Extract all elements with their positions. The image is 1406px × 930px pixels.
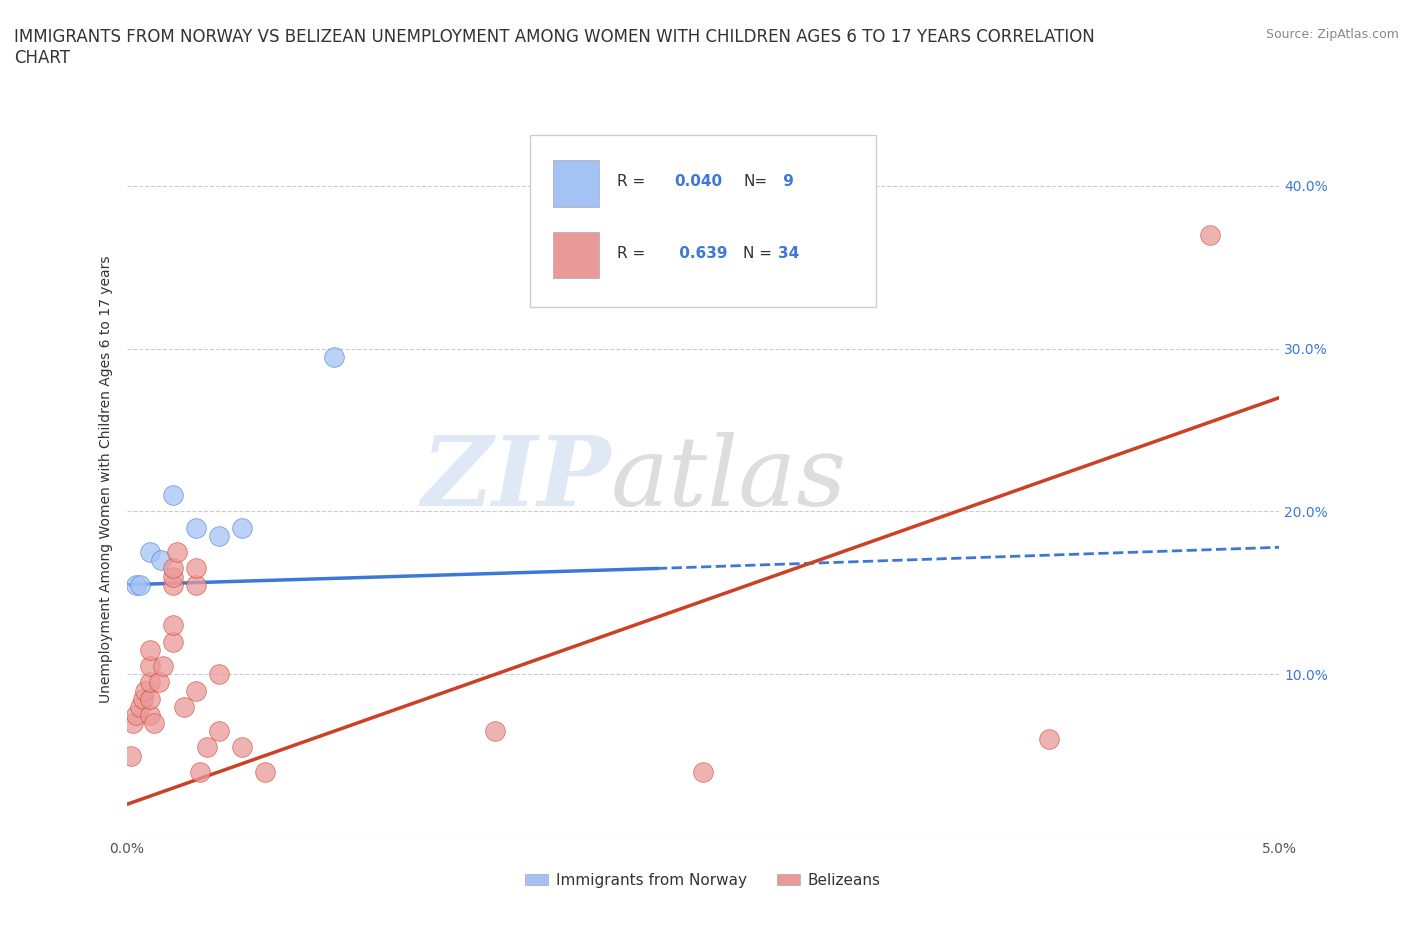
Point [129,699,152,714]
Point [143,716,166,731]
Point [138,675,160,690]
Text: 34: 34 [778,246,799,261]
Point [484,724,506,738]
Point [692,764,714,779]
Point [208,724,231,738]
Text: Source: ZipAtlas.com: Source: ZipAtlas.com [1265,28,1399,41]
Point [148,675,170,690]
Point [188,764,211,779]
Point [150,552,173,567]
Text: atlas: atlas [610,432,846,526]
Point [195,740,218,755]
Point [208,667,231,682]
Text: N =: N = [744,246,772,261]
Text: 0.040: 0.040 [675,174,723,190]
Point [184,578,207,592]
Point [162,618,184,633]
Point [134,683,156,698]
FancyBboxPatch shape [553,160,599,206]
Text: N=: N= [744,174,768,190]
Point [162,561,184,576]
Point [138,545,160,560]
Text: R =: R = [617,246,645,261]
Point [122,716,145,731]
Point [162,487,184,502]
Point [231,521,253,536]
Point [253,764,276,779]
Point [162,578,184,592]
Point [138,691,160,706]
Point [138,658,160,673]
Point [166,545,188,560]
Point [1199,227,1222,242]
Point [173,699,195,714]
Point [131,691,153,706]
Point [129,578,152,592]
Text: 9: 9 [778,174,794,190]
Point [125,708,148,723]
Point [162,569,184,584]
Point [125,578,148,592]
Point [138,708,160,723]
FancyBboxPatch shape [553,232,599,278]
Text: 0.639: 0.639 [675,246,728,261]
Point [1038,732,1060,747]
Point [138,643,160,658]
Point [231,740,253,755]
FancyBboxPatch shape [530,135,876,307]
Point [184,683,207,698]
Text: ZIP: ZIP [422,432,610,526]
Point [162,634,184,649]
Point [184,561,207,576]
Point [208,528,231,543]
Legend: Immigrants from Norway, Belizeans: Immigrants from Norway, Belizeans [519,867,887,894]
Text: IMMIGRANTS FROM NORWAY VS BELIZEAN UNEMPLOYMENT AMONG WOMEN WITH CHILDREN AGES 6: IMMIGRANTS FROM NORWAY VS BELIZEAN UNEMP… [14,28,1095,67]
Y-axis label: Unemployment Among Women with Children Ages 6 to 17 years: Unemployment Among Women with Children A… [100,255,114,703]
Point [152,658,174,673]
Text: R =: R = [617,174,645,190]
Point [120,748,142,763]
Point [184,521,207,536]
Point [323,350,346,365]
